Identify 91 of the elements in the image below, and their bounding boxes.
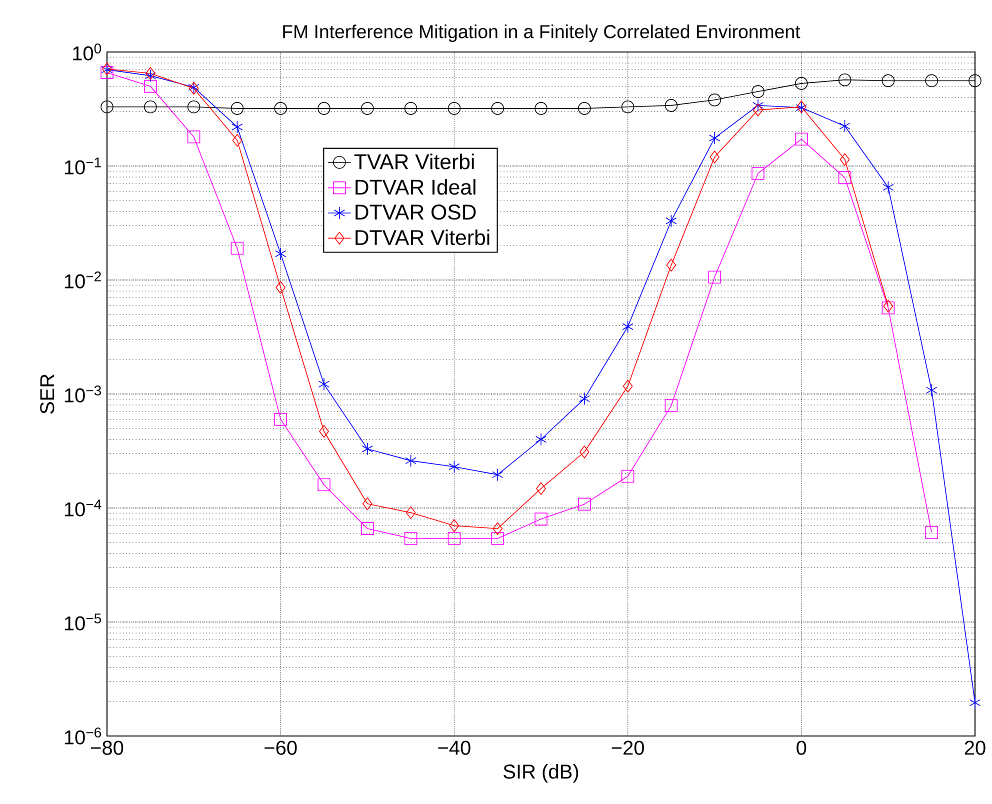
point [404, 102, 418, 115]
point [752, 85, 764, 98]
x-tick-label: −60 [264, 740, 297, 755]
point [276, 281, 286, 294]
x-tick-label: 20 [964, 740, 986, 755]
point [448, 532, 461, 545]
point [318, 102, 330, 115]
point [664, 99, 678, 112]
point [580, 446, 590, 458]
point [969, 696, 981, 710]
point [100, 66, 114, 79]
point [795, 132, 808, 146]
point [362, 497, 372, 510]
point [406, 506, 416, 520]
point [926, 384, 938, 397]
point [925, 74, 938, 88]
point [709, 132, 720, 144]
point [752, 99, 764, 112]
legend-label: DTVAR Viterbi [356, 229, 490, 246]
point [578, 498, 591, 511]
point [882, 74, 895, 88]
point [708, 270, 722, 284]
point [318, 378, 330, 391]
point [968, 74, 982, 88]
point [536, 482, 546, 495]
x-tick-label: −20 [612, 740, 644, 755]
point [752, 167, 764, 180]
point [578, 102, 591, 115]
point [753, 104, 763, 116]
point [448, 102, 461, 115]
point [232, 120, 243, 134]
point [230, 242, 244, 255]
point [187, 130, 200, 144]
point [492, 522, 503, 535]
point [491, 532, 504, 545]
point [622, 380, 633, 393]
point [144, 69, 156, 82]
point [318, 478, 330, 492]
point [708, 94, 722, 106]
x-axis-title: SIR (dB) [504, 764, 578, 783]
point [882, 180, 894, 194]
point [666, 214, 677, 228]
x-tick-label: 0 [796, 740, 806, 755]
point [535, 432, 547, 446]
x-tick-label: −40 [438, 740, 470, 755]
point [666, 258, 676, 272]
point [146, 66, 156, 80]
point [621, 100, 634, 114]
point [362, 442, 373, 456]
point [491, 102, 504, 115]
point [621, 470, 634, 483]
point [144, 80, 157, 93]
legend-label: DTVAR Ideal [356, 179, 476, 195]
y-tick-label: 10$^{0}$ [73, 44, 102, 60]
legend-label: TVAR Viterbi [354, 154, 474, 170]
point [405, 454, 416, 468]
point [361, 522, 374, 535]
point [230, 102, 244, 115]
point [710, 150, 720, 164]
point [492, 468, 504, 482]
point [448, 460, 460, 474]
y-tick-label: 10$^{−4}$ [64, 500, 102, 516]
point [534, 512, 548, 526]
y-axis-title: SER [40, 374, 54, 414]
point [361, 102, 374, 115]
point [622, 320, 634, 334]
y-tick-label: 10$^{−1}$ [64, 158, 101, 174]
point [100, 100, 114, 114]
point [404, 532, 418, 545]
y-tick-label: 10$^{−3}$ [64, 386, 102, 402]
point [925, 526, 938, 539]
point [578, 392, 590, 406]
point [840, 153, 850, 166]
point [187, 100, 200, 114]
point [319, 424, 329, 438]
point [534, 102, 548, 115]
point [275, 247, 286, 260]
point [274, 102, 288, 115]
point [838, 73, 852, 86]
point [795, 77, 808, 90]
y-tick-label: 10$^{−2}$ [64, 272, 101, 288]
point [839, 120, 850, 132]
point [232, 134, 242, 147]
point [838, 171, 852, 184]
y-tick-label: 10$^{−5}$ [64, 614, 102, 630]
point [664, 399, 678, 412]
point [449, 519, 460, 532]
chart-title: FM Interference Mitigation in a Finitely Correlated Environment [283, 24, 800, 42]
point [274, 412, 288, 426]
legend-label: DTVAR OSD [356, 204, 476, 220]
point [144, 100, 157, 114]
